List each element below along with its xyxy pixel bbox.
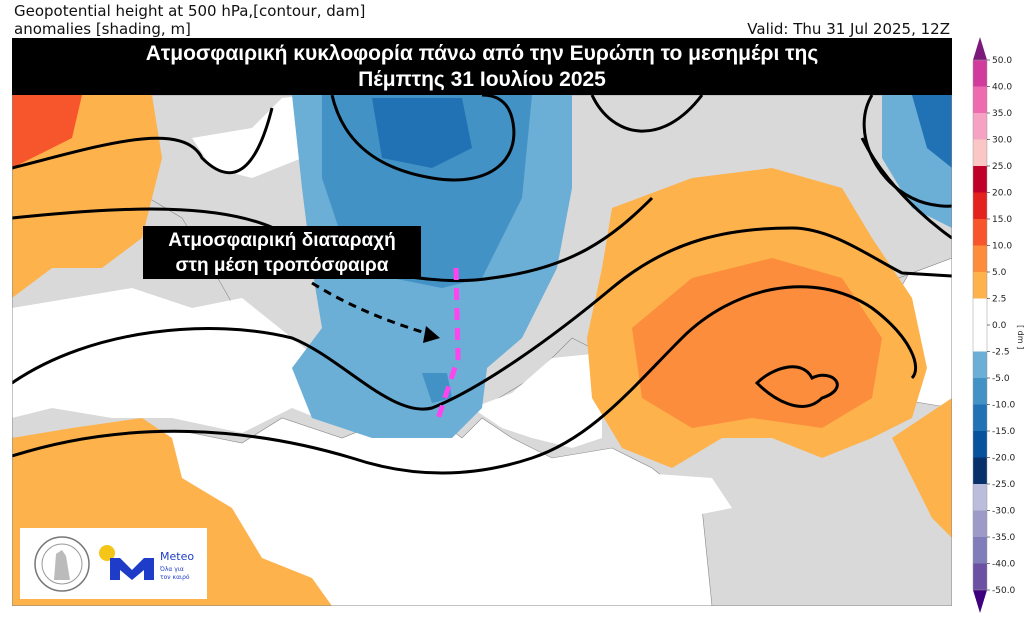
colorbar-segment	[973, 219, 987, 246]
colorbar-segment	[973, 245, 987, 273]
colorbar-segment	[973, 351, 987, 379]
colorbar-label: 35.0	[992, 109, 1012, 119]
colorbar-segment	[973, 298, 987, 326]
colorbar-label: -2.5	[992, 348, 1010, 358]
title-line1: Ατμοσφαιρική κυκλοφορία πάνω από την Ευρ…	[145, 42, 819, 65]
colorbar-label: -10.0	[992, 401, 1016, 411]
colorbar-segment	[973, 537, 987, 564]
colorbar-segment	[973, 325, 987, 352]
colorbar-label: -35.0	[992, 533, 1016, 543]
chart-title-line2: anomalies [shading, m]	[14, 20, 191, 38]
brand-name: Meteo	[160, 550, 195, 563]
small-contour	[754, 365, 839, 408]
colorbar-segment	[973, 113, 987, 140]
colorbar-segment	[973, 457, 987, 485]
annotation-box: Ατμοσφαιρική διαταραχή στη μέση τροπόσφα…	[143, 226, 421, 279]
colorbar-segment	[973, 484, 987, 511]
colorbar-label: 40.0	[992, 83, 1012, 93]
title-box: Ατμοσφαιρική κυκλοφορία πάνω από την Ευρ…	[12, 38, 952, 95]
colorbar-segment	[973, 166, 987, 193]
colorbar-label: -40.0	[992, 560, 1016, 570]
colorbar-segment	[973, 192, 987, 220]
trough-axis-line	[434, 267, 461, 423]
colorbar-segment	[973, 86, 987, 114]
colorbar-label: -5.0	[992, 374, 1010, 384]
colorbar-label: 10.0	[992, 242, 1012, 252]
weather-map	[12, 38, 952, 606]
colorbar-label: 50.0	[992, 56, 1012, 66]
colorbar: 50.0 40.0 35.0 30.0 25.0 20.0 15.0 10.0 5.0 2.5 0.…	[972, 37, 1024, 613]
colorbar-label: 5.0	[992, 268, 1007, 278]
colorbar-label: 0.0	[992, 321, 1007, 331]
colorbar-unit: [ dm ]	[1016, 325, 1024, 349]
colorbar-segment	[973, 272, 987, 299]
meteo-logo-icon	[99, 545, 154, 580]
colorbar-label: 15.0	[992, 215, 1012, 225]
colorbar-label: -50.0	[992, 586, 1016, 596]
valid-time: Valid: Thu 31 Jul 2025, 12Z	[747, 20, 950, 38]
colorbar-label: 2.5	[992, 295, 1006, 305]
colorbar-label: 30.0	[992, 136, 1012, 146]
colorbar-label: -20.0	[992, 454, 1016, 464]
colorbar-label: 25.0	[992, 162, 1012, 172]
annotation-arrow	[311, 281, 433, 337]
colorbar-segment	[973, 378, 987, 405]
positive-anomalies	[12, 95, 952, 606]
colorbar-extend-top	[973, 37, 987, 60]
colorbar-segment	[973, 431, 987, 458]
annotation-line2: στη μέση τροπόσφαιρα	[175, 255, 389, 276]
colorbar-segment	[973, 404, 987, 432]
title-line2: Πέμπτης 31 Ιουλίου 2025	[358, 68, 606, 91]
annotation-line1: Ατμοσφαιρική διαταραχή	[168, 230, 396, 251]
colorbar-extend-bottom	[973, 590, 987, 613]
logos	[34, 536, 154, 592]
tagline-line1: Όλα για	[160, 566, 184, 573]
tagline-line2: τον καιρό	[160, 574, 190, 581]
tagline: Όλα για τον καιρό	[160, 566, 190, 582]
observatory-seal-icon	[34, 536, 90, 592]
colorbar-segment	[973, 139, 987, 167]
logo-panel: Meteo Όλα για τον καιρό	[20, 528, 207, 599]
colorbar-label: 20.0	[992, 189, 1012, 199]
colorbar-segment	[973, 60, 987, 87]
chart-title-line1: Geopotential height at 500 hPa,[contour,…	[14, 2, 366, 20]
colorbar-label: -25.0	[992, 480, 1016, 490]
colorbar-label: -30.0	[992, 507, 1016, 517]
arrow-head-icon	[423, 326, 440, 343]
colorbar-label: -15.0	[992, 427, 1016, 437]
colorbar-segment	[973, 510, 987, 538]
colorbar-segment	[973, 563, 987, 591]
